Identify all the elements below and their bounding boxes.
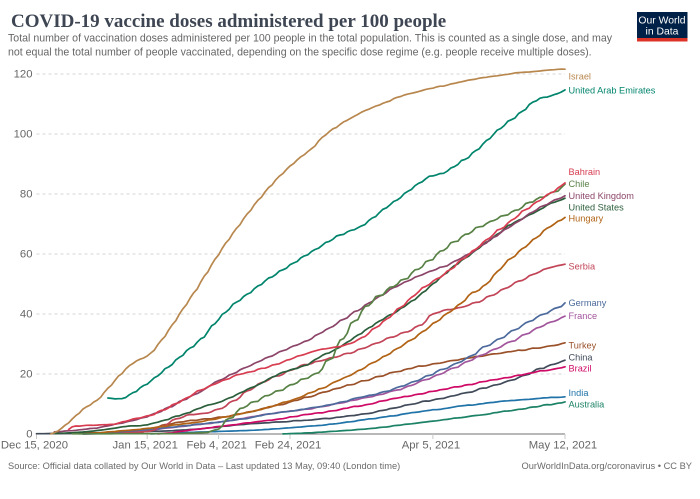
svg-text:Bahrain: Bahrain <box>569 167 601 177</box>
svg-text:Australia: Australia <box>569 400 606 410</box>
svg-text:India: India <box>569 388 590 398</box>
svg-text:not equal the total number of: not equal the total number of people vac… <box>8 47 592 59</box>
svg-text:Germany: Germany <box>569 298 607 308</box>
svg-text:Chile: Chile <box>569 179 590 189</box>
svg-text:China: China <box>569 353 594 363</box>
svg-text:Brazil: Brazil <box>569 364 592 374</box>
svg-text:May 12, 2021: May 12, 2021 <box>529 440 597 452</box>
svg-text:COVID-19 vaccine doses adminis: COVID-19 vaccine doses administered per … <box>11 11 446 32</box>
svg-text:120: 120 <box>14 69 33 81</box>
svg-text:Turkey: Turkey <box>569 341 597 351</box>
svg-text:Total number of vaccination do: Total number of vaccination doses admini… <box>8 33 613 45</box>
svg-text:100: 100 <box>14 129 33 141</box>
svg-text:United Arab Emirates: United Arab Emirates <box>569 86 656 96</box>
svg-text:60: 60 <box>20 249 33 261</box>
svg-text:United States: United States <box>569 203 625 213</box>
svg-text:France: France <box>569 311 598 321</box>
svg-text:Feb 4, 2021: Feb 4, 2021 <box>186 440 246 452</box>
svg-text:Our World: Our World <box>638 16 685 27</box>
svg-text:OurWorldInData.org/coronavirus: OurWorldInData.org/coronavirus • CC BY <box>522 461 693 471</box>
svg-text:Source: Official data collated: Source: Official data collated by Our Wo… <box>8 461 400 471</box>
svg-text:Feb 24, 2021: Feb 24, 2021 <box>255 440 322 452</box>
svg-text:in Data: in Data <box>646 27 679 38</box>
svg-text:Serbia: Serbia <box>569 262 596 272</box>
svg-text:Israel: Israel <box>569 72 591 82</box>
svg-text:Apr 5, 2021: Apr 5, 2021 <box>402 440 460 452</box>
svg-text:0: 0 <box>26 429 32 441</box>
svg-text:80: 80 <box>20 189 33 201</box>
svg-text:20: 20 <box>20 369 33 381</box>
svg-text:Jan 15, 2021: Jan 15, 2021 <box>113 440 178 452</box>
svg-text:Hungary: Hungary <box>569 214 604 224</box>
svg-text:40: 40 <box>20 309 33 321</box>
svg-text:United Kingdom: United Kingdom <box>569 191 635 201</box>
svg-text:Dec 15, 2020: Dec 15, 2020 <box>1 440 68 452</box>
